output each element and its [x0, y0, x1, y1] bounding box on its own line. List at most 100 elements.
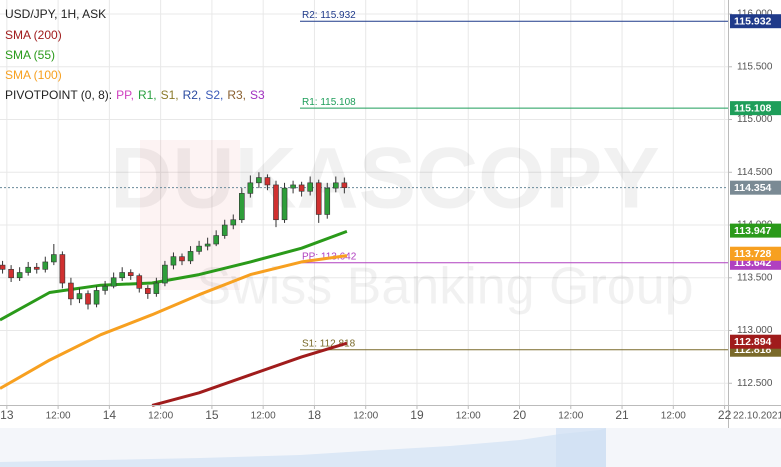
candle-body — [25, 266, 31, 273]
candle-body — [196, 245, 202, 252]
candle-body — [324, 187, 331, 215]
x-tick-label: 12:00 — [456, 411, 481, 422]
legend-title: USD/JPY, 1H, ASK — [5, 7, 106, 21]
candle-body — [315, 182, 322, 215]
sma-tag-label: 112.894 — [734, 336, 772, 348]
legend-entry: SMA (55) — [5, 48, 55, 62]
legend-entry: SMA (200) — [5, 28, 62, 42]
candle-body — [187, 251, 194, 262]
x-tick-label: 12:00 — [148, 411, 173, 422]
x-tick-label: 12:00 — [46, 411, 71, 422]
x-tick-label: 21 — [615, 408, 629, 422]
y-tick-label: 113.500 — [737, 272, 773, 283]
legend-item: R2, — [183, 88, 202, 102]
candle-body — [68, 282, 74, 300]
candle-body — [264, 177, 271, 186]
candle-body — [59, 254, 66, 284]
candle-body — [298, 184, 305, 192]
candle-body — [127, 272, 134, 276]
legend-item: S1, — [161, 88, 179, 102]
legend-entry: PIVOTPOINT (0, 8): PP, R1, S1, R2, S2, R3, S3 — [5, 88, 265, 102]
candle-body — [33, 266, 40, 270]
candle-body — [341, 182, 348, 188]
y-tick-label: 115.500 — [737, 61, 773, 72]
candle-body — [221, 224, 228, 236]
candle-body — [153, 282, 160, 294]
candle-body — [16, 272, 23, 279]
pivot-label: R2: 115.932 — [302, 10, 356, 21]
legend-item: S2, — [205, 88, 223, 102]
sma-tag-label: 113.947 — [734, 225, 772, 237]
sma-line — [0, 229, 348, 322]
candle-body — [119, 272, 125, 279]
legend-prefix: PIVOTPOINT (0, 8): — [5, 88, 112, 102]
sma-line — [0, 254, 348, 390]
legend-item: R1, — [138, 88, 157, 102]
watermark-logo — [140, 140, 240, 290]
candle-body — [273, 184, 279, 221]
candle-body — [307, 182, 313, 192]
x-tick-label: 12:00 — [661, 411, 686, 422]
candle-body — [102, 285, 108, 291]
sma-tag — [730, 223, 781, 238]
candle-body — [42, 261, 49, 270]
y-tick-label: 115.000 — [737, 114, 773, 125]
last-price-tag — [730, 180, 781, 195]
x-tick-label: 19 — [410, 408, 424, 422]
x-tick-label: 13 — [0, 408, 14, 422]
y-tick-label: 112.500 — [737, 378, 773, 389]
candle-body — [51, 254, 57, 263]
navigator-area — [0, 428, 606, 467]
candle-body — [290, 184, 296, 189]
candle-body — [179, 256, 185, 262]
sma-tag-label: 113.728 — [734, 248, 772, 260]
date-label: 22.10.2021 — [733, 411, 781, 422]
x-tick-label: 22 — [718, 408, 732, 422]
sma-tag — [730, 334, 781, 349]
candle-body — [162, 264, 168, 284]
candle-body — [333, 182, 339, 189]
candle-body — [256, 177, 262, 184]
pivot-tag — [730, 101, 781, 116]
candle-body — [110, 277, 117, 287]
candle-body — [239, 193, 245, 221]
candle-body — [145, 288, 151, 294]
legend-item: PP, — [116, 88, 134, 102]
candle-body — [204, 243, 211, 247]
navigator-window[interactable] — [556, 428, 606, 467]
pivot-tag — [730, 14, 781, 29]
candle-body — [85, 293, 91, 305]
candle-body — [213, 235, 219, 245]
pivot-label: R1: 115.108 — [302, 97, 356, 108]
candle-body — [93, 290, 100, 305]
x-tick-label: 18 — [308, 408, 322, 422]
pivot-label: S1: 112.818 — [302, 338, 356, 349]
candle-body — [136, 275, 143, 289]
x-tick-label: 12:00 — [558, 411, 583, 422]
candle-body — [0, 264, 6, 270]
pivot-tag-label: 115.108 — [734, 102, 772, 114]
candle-body — [170, 256, 177, 266]
x-tick-label: 12:00 — [353, 411, 378, 422]
y-tick-label: 116.000 — [737, 9, 773, 20]
x-tick-label: 20 — [513, 408, 527, 422]
y-tick-label: 113.000 — [737, 325, 773, 336]
candle-body — [247, 182, 254, 194]
candle-body — [8, 269, 14, 279]
watermark: Swiss Banking Group — [196, 258, 693, 316]
sma-tag — [730, 246, 781, 261]
x-tick-label: 15 — [205, 408, 219, 422]
candle-body — [230, 219, 237, 226]
legend-item: R3, — [227, 88, 246, 102]
last-price-tag-label: 114.354 — [734, 182, 772, 194]
legend-entry: SMA (100) — [5, 68, 62, 82]
y-tick-label: 114.500 — [737, 167, 773, 178]
sma-line — [151, 341, 348, 407]
watermark: DUKASCOPY — [110, 131, 660, 227]
candle-body — [281, 187, 288, 221]
candle-body — [76, 293, 83, 300]
x-tick-label: 14 — [103, 408, 117, 422]
x-tick-label: 12:00 — [251, 411, 276, 422]
